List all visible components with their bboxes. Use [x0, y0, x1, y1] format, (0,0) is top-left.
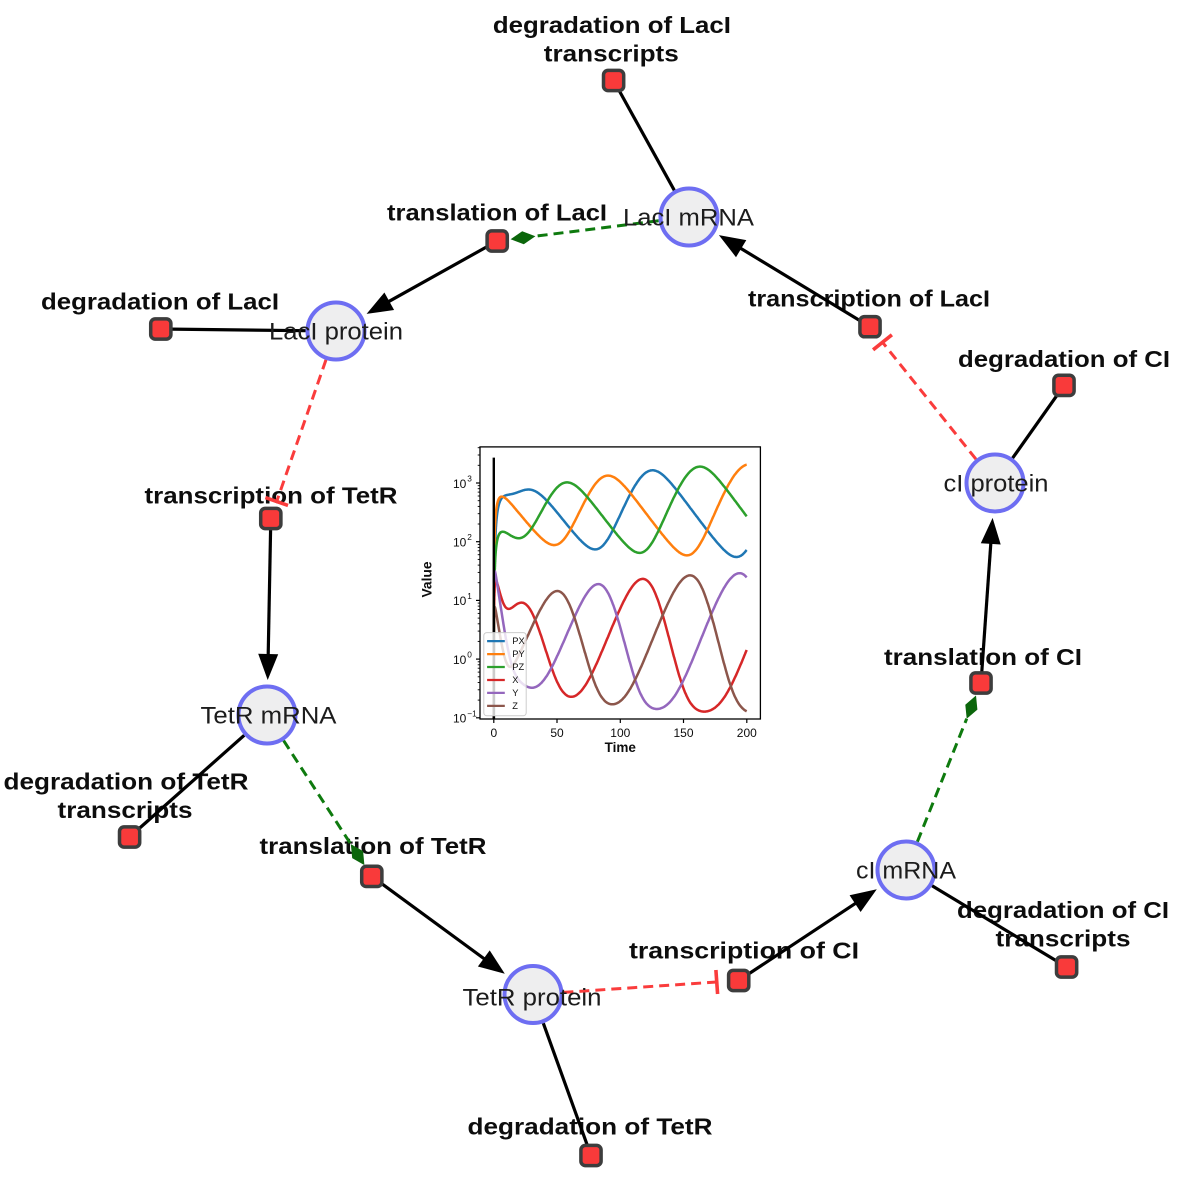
- svg-text:transcription of TetR: transcription of TetR: [145, 483, 398, 509]
- svg-text:cI protein: cI protein: [944, 471, 1049, 498]
- svg-text:3: 3: [467, 474, 472, 484]
- svg-text:transcripts: transcripts: [996, 926, 1131, 952]
- svg-text:0: 0: [490, 726, 497, 740]
- svg-text:Y: Y: [512, 688, 518, 698]
- svg-text:cI mRNA: cI mRNA: [856, 858, 956, 885]
- svg-text:degradation of CI: degradation of CI: [958, 346, 1170, 372]
- svg-text:degradation of LacI: degradation of LacI: [41, 289, 279, 315]
- svg-text:PZ: PZ: [512, 662, 524, 672]
- svg-text:PX: PX: [512, 636, 524, 646]
- svg-text:transcripts: transcripts: [544, 41, 679, 67]
- svg-text:Time: Time: [605, 740, 636, 755]
- svg-text:translation of TetR: translation of TetR: [260, 833, 487, 859]
- svg-text:10: 10: [453, 477, 467, 491]
- svg-text:PY: PY: [512, 649, 524, 659]
- svg-text:10: 10: [453, 594, 467, 608]
- svg-text:1: 1: [467, 591, 472, 601]
- svg-text:degradation of CI: degradation of CI: [957, 897, 1169, 923]
- svg-text:LacI protein: LacI protein: [269, 319, 403, 346]
- svg-text:degradation of TetR: degradation of TetR: [4, 769, 249, 795]
- svg-text:X: X: [512, 675, 518, 685]
- svg-text:10: 10: [453, 653, 467, 667]
- svg-text:100: 100: [610, 726, 630, 740]
- svg-text:2: 2: [467, 532, 472, 542]
- svg-text:10: 10: [453, 536, 467, 550]
- svg-text:150: 150: [673, 726, 693, 740]
- svg-text:degradation of LacI: degradation of LacI: [493, 12, 731, 38]
- svg-text:−1: −1: [467, 708, 477, 718]
- svg-text:10: 10: [453, 712, 467, 726]
- svg-text:200: 200: [737, 726, 757, 740]
- svg-text:degradation of TetR: degradation of TetR: [468, 1113, 713, 1139]
- svg-text:transcription of CI: transcription of CI: [629, 938, 859, 964]
- svg-text:50: 50: [550, 726, 564, 740]
- svg-text:TetR mRNA: TetR mRNA: [201, 703, 337, 730]
- svg-text:Z: Z: [512, 701, 518, 711]
- svg-text:LacI mRNA: LacI mRNA: [623, 205, 754, 232]
- svg-text:Value: Value: [420, 562, 435, 598]
- svg-text:translation of LacI: translation of LacI: [387, 200, 607, 226]
- svg-text:transcription of LacI: transcription of LacI: [748, 286, 990, 312]
- svg-text:0: 0: [467, 650, 472, 660]
- svg-text:TetR protein: TetR protein: [463, 985, 602, 1012]
